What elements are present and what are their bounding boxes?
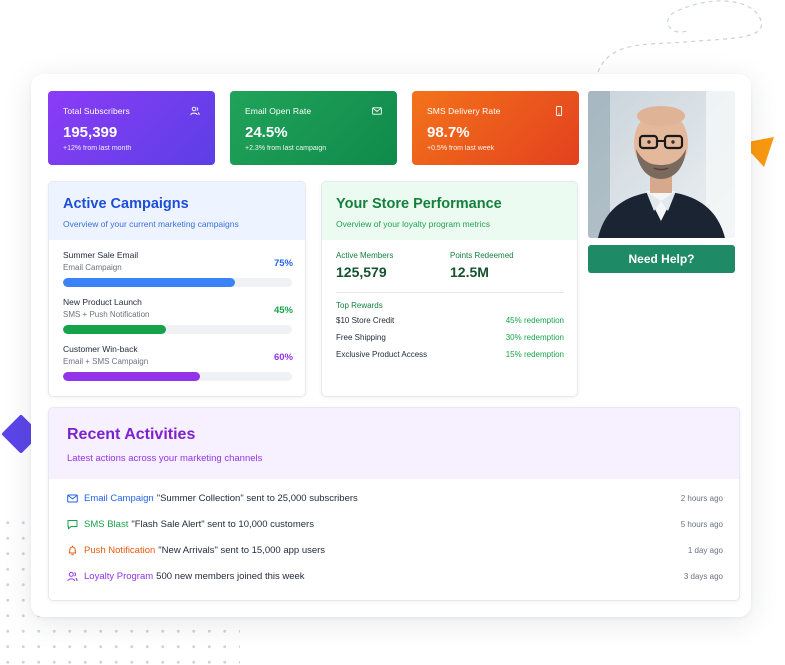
activity-channel[interactable]: Email Campaign (84, 492, 154, 504)
campaign-progress-fill (63, 372, 201, 381)
activity-channel[interactable]: Push Notification (84, 544, 156, 556)
stat-label: Total Subscribers (63, 106, 130, 116)
activity-time: 1 day ago (687, 545, 723, 555)
store-performance-panel: Your Store Performance Overview of your … (321, 181, 578, 397)
active-campaigns-title: Active Campaigns (63, 196, 189, 212)
recent-activities-title: Recent Activities (67, 426, 196, 443)
reward-redemption: 30% redemption (505, 333, 564, 342)
metrics-divider (336, 292, 564, 293)
activity-row[interactable]: Push Notification "New Arrivals" sent to… (67, 543, 723, 557)
mail-icon (372, 107, 382, 115)
stat-card-email-open-rate[interactable]: Email Open Rate 24.5% +2.3% from last ca… (230, 91, 397, 165)
campaign-name: New Product Launch (63, 297, 142, 307)
reward-name: $10 Store Credit (336, 316, 395, 325)
activity-row[interactable]: Loyalty Program 500 new members joined t… (67, 569, 723, 583)
campaign-progress-fill (63, 325, 167, 334)
campaign-type: SMS + Push Notification (63, 310, 150, 319)
stat-card-sms-delivery-rate[interactable]: SMS Delivery Rate 98.7% +0.5% from last … (412, 91, 579, 165)
activity-channel[interactable]: SMS Blast (84, 518, 129, 530)
campaign-percent: 45% (273, 305, 293, 316)
recent-activities-panel: Recent Activities Latest actions across … (48, 407, 740, 601)
stat-card-total-subscribers[interactable]: Total Subscribers 195,399 +12% from last… (48, 91, 215, 165)
campaign-type: Email Campaign (63, 263, 122, 272)
campaign-progress-track (63, 372, 292, 381)
stat-delta: +2.3% from last campaign (245, 145, 327, 152)
metric-label: Points Redeemed (450, 251, 514, 260)
campaign-progress-track (63, 325, 292, 334)
phone-icon (555, 106, 563, 116)
metric-points-redeemed: Points Redeemed 12.5M (450, 251, 514, 280)
support-agent-portrait (588, 91, 735, 238)
metric-value: 125,579 (336, 264, 387, 280)
store-performance-header: Your Store Performance Overview of your … (322, 182, 577, 240)
stat-value: 195,399 (63, 124, 118, 141)
metric-active-members: Active Members 125,579 (336, 251, 393, 280)
users-icon (190, 106, 200, 116)
campaign-row[interactable]: Summer Sale Email Email Campaign 75% (63, 250, 293, 287)
activity-time: 2 hours ago (680, 493, 723, 503)
campaign-row[interactable]: New Product Launch SMS + Push Notificati… (63, 297, 293, 334)
activity-description: "Flash Sale Alert" sent to 10,000 custom… (131, 518, 314, 530)
activity-description: "Summer Collection" sent to 25,000 subsc… (156, 492, 358, 504)
activity-time: 5 hours ago (680, 519, 723, 529)
campaign-name: Summer Sale Email (63, 250, 139, 260)
active-campaigns-panel: Active Campaigns Overview of your curren… (48, 181, 306, 397)
stat-value: 24.5% (245, 124, 288, 141)
reward-name: Free Shipping (336, 333, 386, 342)
top-rewards-title: Top Rewards (336, 301, 383, 310)
support-agent-photo (588, 91, 735, 238)
activity-row[interactable]: SMS Blast "Flash Sale Alert" sent to 10,… (67, 517, 723, 531)
campaign-type: Email + SMS Campaign (63, 357, 149, 366)
recent-activities-subtitle: Latest actions across your marketing cha… (67, 453, 263, 464)
activity-time: 3 days ago (683, 571, 723, 581)
users-icon (67, 571, 78, 581)
campaign-name: Customer Win-back (63, 344, 138, 354)
activity-row[interactable]: Email Campaign "Summer Collection" sent … (67, 491, 723, 505)
bell-icon (68, 545, 77, 555)
campaign-percent: 75% (273, 258, 293, 269)
mail-icon (67, 494, 78, 502)
reward-redemption: 15% redemption (505, 350, 564, 359)
campaign-progress-fill (63, 278, 235, 287)
activity-channel[interactable]: Loyalty Program (84, 570, 154, 582)
dashed-curve-decoration (597, 0, 763, 73)
message-icon (67, 519, 78, 529)
campaign-progress-track (63, 278, 292, 287)
recent-activities-header: Recent Activities Latest actions across … (49, 408, 739, 479)
reward-redemption: 45% redemption (505, 316, 564, 325)
reward-row: Free Shipping 30% redemption (336, 333, 564, 342)
activity-description: 500 new members joined this week (156, 570, 305, 582)
reward-name: Exclusive Product Access (336, 350, 428, 359)
stat-value: 98.7% (427, 124, 470, 141)
metric-value: 12.5M (450, 264, 489, 280)
stat-label: Email Open Rate (245, 106, 312, 116)
reward-row: $10 Store Credit 45% redemption (336, 316, 564, 325)
campaign-percent: 60% (273, 352, 293, 363)
active-campaigns-header: Active Campaigns Overview of your curren… (49, 182, 305, 240)
activity-description: "New Arrivals" sent to 15,000 app users (158, 544, 326, 556)
stat-delta: +12% from last month (63, 145, 132, 152)
stat-delta: +0.5% from last week (427, 145, 495, 152)
active-campaigns-subtitle: Overview of your current marketing campa… (63, 219, 239, 229)
store-performance-title: Your Store Performance (336, 196, 502, 212)
campaign-row[interactable]: Customer Win-back Email + SMS Campaign 6… (63, 344, 293, 381)
stat-label: SMS Delivery Rate (427, 106, 501, 116)
reward-row: Exclusive Product Access 15% redemption (336, 350, 564, 359)
need-help-button[interactable]: Need Help? (588, 245, 735, 273)
store-performance-subtitle: Overview of your loyalty program metrics (336, 219, 490, 229)
metric-label: Active Members (336, 251, 394, 260)
